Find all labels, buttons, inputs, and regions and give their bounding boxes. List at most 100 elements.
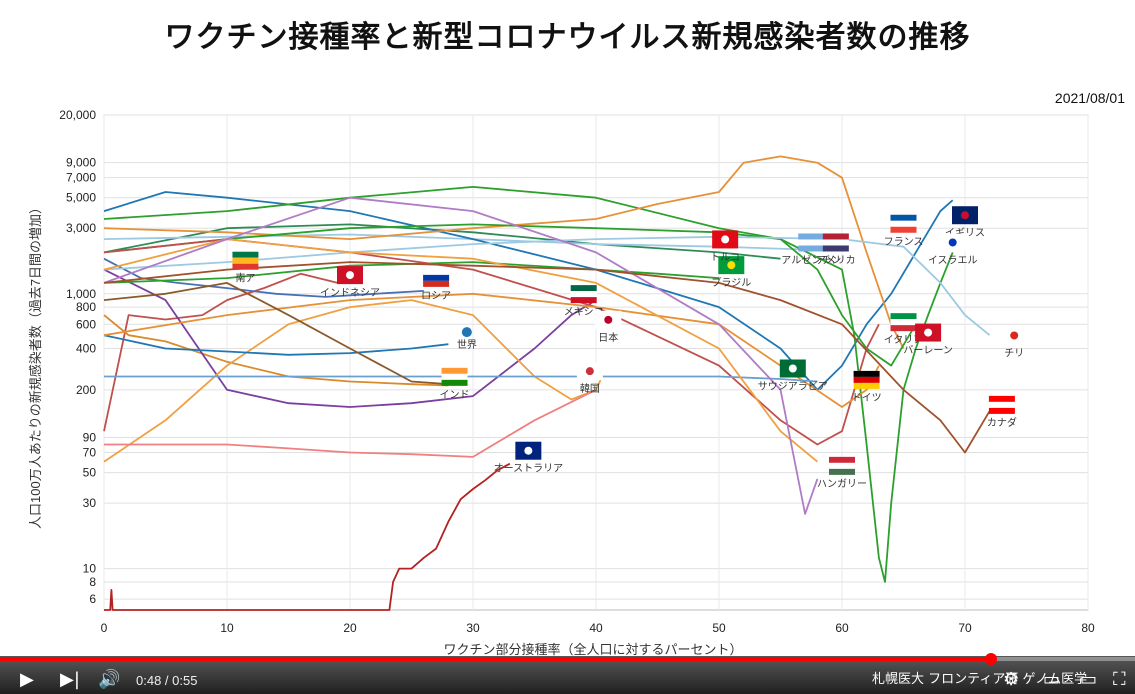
series-line-5 [103,299,603,463]
series-line-8 [103,261,720,284]
country-label-group: サウジアラビア [758,359,828,393]
country-label: イタリア [884,334,924,346]
country-label-group: インド [440,367,470,401]
video-player-controls [0,656,1135,694]
country-label: ハンガリー [817,478,867,490]
series-line-4 [103,268,597,408]
country-label: ドイツ [852,393,882,404]
country-label-group: トルコ [710,230,740,263]
y-tick-label: 6 [89,592,96,606]
chart-title: ワクチン接種率と新型コロナウイルス新規感染者数の推移 [164,20,971,55]
chart-x-axis-label: ワクチン部分接種率（全人口に対するパーセント） [443,642,742,656]
x-tick-label: 40 [589,621,603,635]
country-label-group: アルゼンチン [781,233,841,266]
series-line-21 [103,261,991,454]
x-tick-label: 50 [712,621,726,635]
series-line-9 [103,223,781,260]
country-label: 世界 [457,339,477,351]
country-label-group: バーレーン [903,323,953,357]
country-label: チリ [1004,347,1024,359]
country-label-group: フランス [884,214,924,248]
fullscreen-icon[interactable]: ⛶ [1113,669,1126,690]
country-label: インドネシア [320,287,380,299]
settings-icon[interactable]: ⚙ [1003,669,1020,690]
country-label-group: 韓国 [576,362,603,395]
next-icon[interactable]: ▶| [60,669,80,690]
series-line-13 [103,155,905,349]
y-tick-label: 200 [76,383,96,397]
country-label: アメリカ [816,254,856,266]
country-label: イスラエル [928,254,978,266]
y-tick-label: 70 [83,445,97,459]
y-tick-label: 400 [76,341,96,355]
video-progress-scrubber[interactable] [984,653,997,665]
series-line-1 [103,272,338,432]
x-tick-label: 20 [343,621,357,635]
country-label: 南ア [235,272,255,285]
y-tick-label: 600 [76,317,96,331]
country-label: ブラジル [711,276,751,289]
country-label: インド [440,390,470,401]
country-label-group: アメリカ [816,233,856,266]
chart-y-axis-label: 人口100万人あたりの新規感染者数（過去7日間の増加） [28,201,43,529]
country-label-group: ロシア [421,268,451,302]
video-credit: 札幌医大 フロンティア研 ゲノム医学 [872,672,1088,687]
series-line-12 [103,186,954,583]
chart-date: 2021/08/01 [1054,90,1125,106]
y-tick-label: 7,000 [66,171,96,185]
series-line-14 [103,223,917,367]
y-tick-label: 1,000 [66,287,96,301]
country-label-group: チリ [1001,326,1028,359]
series-line-15 [103,235,991,336]
country-label: サウジアラビア [758,381,828,393]
country-label-group: オーストラリア [494,441,563,475]
volume-icon[interactable]: 🔊 [98,669,121,690]
y-tick-label: 8 [89,575,96,589]
x-tick-label: 0 [101,621,108,635]
country-label-group: 日本 [595,310,622,344]
y-tick-label: 5,000 [66,191,96,205]
x-tick-label: 60 [835,621,849,635]
play-icon[interactable]: ▶ [20,669,34,690]
miniplayer-icon[interactable]: ▭ [1043,669,1061,690]
x-tick-label: 80 [1081,621,1095,635]
series-line-11 [103,191,954,391]
video-progress-fill [0,657,991,661]
series-line-20 [103,196,819,515]
country-label: トルコ [710,252,740,263]
video-time: 0:48 / 0:55 [136,673,198,688]
country-label: フランス [884,236,924,248]
country-label-group: メキシコ [564,285,604,318]
y-tick-label: 20,000 [59,108,96,122]
country-label-group: ドイツ [852,370,882,404]
country-label-group: カナダ [987,395,1017,429]
y-tick-label: 10 [83,562,97,576]
series-line-3 [103,314,449,387]
x-tick-label: 30 [466,621,480,635]
country-label: 韓国 [580,383,600,395]
x-tick-label: 70 [958,621,972,635]
country-label: バーレーン [903,345,953,357]
country-label-group: ハンガリー [817,456,867,490]
y-tick-label: 90 [83,430,97,444]
series-line-6 [104,388,597,458]
x-tick-label: 10 [220,621,234,635]
chart-x-ticks: 0 10 20 30 40 50 60 70 80 [101,621,1095,635]
theater-mode-icon[interactable]: ▭ [1080,669,1098,690]
video-progress-bar[interactable] [0,653,1135,665]
y-tick-label: 9,000 [66,156,96,170]
country-label-group: イタリア [884,313,924,346]
country-label: アルゼンチン [781,254,841,266]
y-tick-label: 800 [76,300,96,314]
country-label-group: 世界 [457,327,477,351]
country-label: ロシア [421,291,451,302]
series-line-0 [104,462,511,611]
country-label-group: インドネシア [320,266,380,299]
country-label: カナダ [987,416,1017,429]
country-label-group: イスラエル [928,233,978,266]
country-label: 日本 [598,331,618,344]
y-tick-label: 50 [83,466,97,480]
